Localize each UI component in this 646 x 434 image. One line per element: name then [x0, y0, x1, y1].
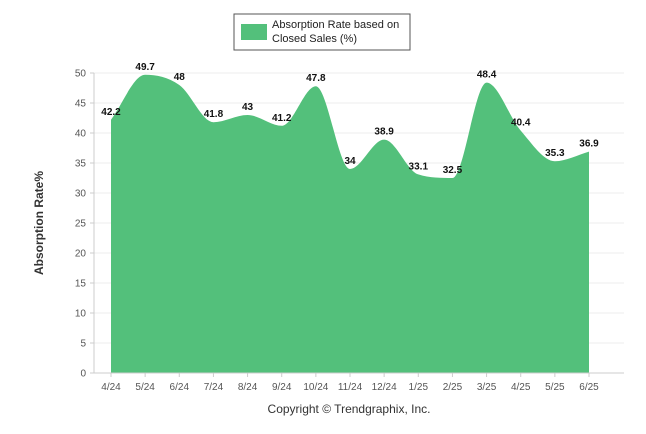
x-tick-label: 7/24 — [204, 382, 224, 393]
data-label: 49.7 — [135, 62, 155, 73]
y-tick-label: 0 — [80, 369, 86, 380]
data-label: 34 — [344, 156, 356, 167]
data-label: 36.9 — [579, 139, 599, 150]
x-tick-label: 5/25 — [545, 382, 565, 393]
data-label: 48 — [174, 72, 186, 83]
x-tick-label: 6/24 — [170, 382, 190, 393]
data-label: 40.4 — [511, 118, 531, 129]
plot-area — [111, 74, 589, 374]
x-tick-label: 1/25 — [409, 382, 429, 393]
data-label: 35.3 — [545, 148, 565, 159]
y-tick-label: 20 — [75, 249, 87, 260]
y-tick-label: 30 — [75, 189, 87, 200]
data-labels: 42.2 49.7 48 41.8 43 41.2 47.8 34 38.9 33.1 32.5 48… — [101, 62, 599, 176]
x-tick-label: 6/25 — [579, 382, 599, 393]
legend-label-line2: Closed Sales (%) — [272, 33, 357, 45]
y-tick-label: 10 — [75, 309, 87, 320]
legend: Absorption Rate based on Closed Sales (%… — [233, 13, 411, 51]
x-tick-label: 5/24 — [135, 382, 155, 393]
x-tick-label: 2/25 — [443, 382, 463, 393]
series-area — [111, 74, 589, 374]
data-label: 38.9 — [374, 127, 394, 138]
axes: 0 5 10 15 20 25 30 35 40 45 50 4/24 5/24 6/24 7/24 8/24… — [75, 69, 624, 393]
x-tick-label: 9/24 — [272, 382, 292, 393]
data-label: 48.4 — [477, 70, 497, 81]
data-label: 41.2 — [272, 113, 292, 124]
x-tick-label: 3/25 — [477, 382, 497, 393]
y-axis-label: Absorption Rate% — [32, 171, 46, 275]
data-label: 41.8 — [204, 109, 224, 120]
y-tick-label: 45 — [75, 99, 87, 110]
y-tick-label: 50 — [75, 69, 87, 80]
x-tick-label: 11/24 — [338, 382, 363, 393]
legend-swatch — [241, 24, 267, 40]
data-label: 42.2 — [101, 107, 121, 118]
y-tick-label: 40 — [75, 129, 87, 140]
data-label: 43 — [242, 102, 254, 113]
data-label: 33.1 — [409, 161, 429, 172]
x-tick-label: 4/25 — [511, 382, 531, 393]
x-tick-label: 8/24 — [238, 382, 258, 393]
legend-label-line1: Absorption Rate based on — [272, 19, 399, 31]
data-label: 32.5 — [443, 165, 463, 176]
x-tick-label: 4/24 — [101, 382, 121, 393]
y-tick-label: 5 — [80, 339, 86, 350]
y-tick-label: 15 — [75, 279, 87, 290]
y-tick-label: 35 — [75, 159, 87, 170]
data-label: 47.8 — [306, 73, 326, 84]
x-tick-label: 10/24 — [303, 382, 328, 393]
y-tick-label: 25 — [75, 219, 87, 230]
copyright-credit: Copyright © Trendgraphix, Inc. — [268, 402, 431, 416]
x-tick-label: 12/24 — [372, 382, 397, 393]
